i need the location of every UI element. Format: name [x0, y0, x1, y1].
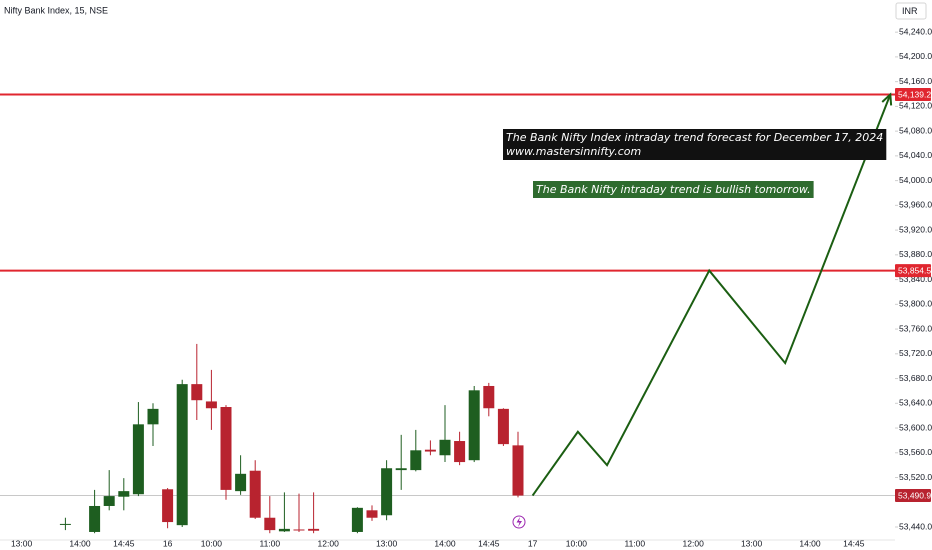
projection-arrowhead	[881, 92, 893, 106]
price-tag	[895, 88, 931, 102]
x-tick-label: 14:45	[113, 538, 135, 548]
y-tick-label: 53,800.00	[899, 299, 932, 309]
candle-body	[381, 468, 393, 516]
candle-body	[293, 529, 305, 531]
projection-line	[531, 94, 892, 497]
candle-body	[395, 468, 407, 471]
x-tick-label: 12:00	[683, 538, 705, 548]
x-tick-label: 14:45	[843, 538, 865, 548]
currency[interactable]: INR	[902, 6, 918, 16]
y-tick-label: 53,840.00	[899, 274, 932, 284]
y-tick-label: 53,920.00	[899, 224, 932, 234]
y-tick-label: 54,240.00	[899, 26, 932, 36]
currency-box[interactable]	[895, 2, 927, 20]
price-tag	[895, 264, 931, 278]
x-tick-label: 13:00	[376, 538, 398, 548]
x-tick-label: 12:00	[318, 538, 340, 548]
candle-body	[220, 407, 232, 490]
annotation-text: The Bank Nifty intraday trend is bullish…	[536, 183, 811, 196]
candle-body	[103, 496, 115, 506]
candle-body	[132, 424, 144, 495]
y-tick-label: 54,120.00	[899, 101, 932, 111]
y-tick-label: 53,720.00	[899, 348, 932, 358]
candle-body	[512, 445, 524, 496]
y-tick-label: 54,160.00	[899, 76, 932, 86]
annotation-text: The Bank Nifty Index intraday trend fore…	[506, 131, 883, 144]
event-icon-bolt	[516, 517, 522, 527]
x-tick-label: 10:00	[201, 538, 223, 548]
x-tick-label: 13:00	[11, 538, 33, 548]
x-tick-label: 11:00	[624, 538, 645, 548]
candle-body	[205, 401, 217, 409]
annotation-box	[503, 129, 887, 160]
price-tag-label: 53,490.90	[898, 490, 932, 500]
candle-body	[366, 510, 378, 518]
y-tick-label: 53,960.00	[899, 200, 932, 210]
x-tick-label: 14:00	[799, 538, 821, 548]
y-tick-label: 53,760.00	[899, 323, 932, 333]
candle-body	[439, 439, 451, 456]
x-tick-label: 14:00	[69, 538, 91, 548]
price-tag-label: 53,854.55	[898, 265, 932, 275]
y-tick-label: 53,520.00	[899, 472, 932, 482]
candle-body	[424, 449, 436, 452]
x-tick-label: 16	[163, 538, 173, 548]
annotation-text: www.mastersinnifty.com	[506, 145, 641, 158]
annotation: The Bank Nifty Index intraday trend fore…	[503, 129, 887, 160]
chart-title: Nifty Bank Index, 15, NSE	[4, 5, 108, 15]
candle-body	[351, 507, 363, 532]
candle-body	[308, 528, 320, 531]
candle-body	[497, 408, 509, 445]
candle-body	[59, 523, 71, 525]
x-tick-label: 14:45	[478, 538, 500, 548]
y-tick-label: 54,000.00	[899, 175, 932, 185]
candle-body	[147, 408, 159, 425]
candle-body	[191, 384, 203, 401]
candle-body	[483, 385, 495, 409]
y-tick-label: 53,680.00	[899, 373, 932, 383]
x-tick-label: 13:00	[741, 538, 763, 548]
x-tick-label: 10:00	[566, 538, 588, 548]
y-tick-label: 53,600.00	[899, 422, 932, 432]
candle-body	[89, 505, 101, 532]
candle-body	[410, 450, 422, 471]
y-tick-label: 53,440.00	[899, 521, 932, 531]
candle-body	[468, 390, 480, 461]
candle-body	[118, 491, 130, 497]
price-tag	[895, 489, 931, 503]
y-tick-label: 54,200.00	[899, 51, 932, 61]
y-tick-label: 54,080.00	[899, 125, 932, 135]
x-tick-label: 11:00	[259, 538, 280, 548]
annotation-box	[533, 181, 814, 198]
annotation: The Bank Nifty intraday trend is bullish…	[533, 181, 814, 198]
candle-body	[162, 489, 174, 523]
price-tag-label: 54,139.20	[898, 89, 932, 99]
y-tick-label: 53,880.00	[899, 249, 932, 259]
candle-body	[249, 470, 261, 518]
y-tick-label: 53,560.00	[899, 447, 932, 457]
candle-body	[264, 517, 276, 531]
x-tick-label: 17	[528, 538, 538, 548]
y-tick-label: 53,640.00	[899, 398, 932, 408]
candle-body	[454, 441, 466, 463]
candle-body	[176, 384, 188, 526]
y-tick-label: 54,040.00	[899, 150, 932, 160]
candle-body	[235, 473, 247, 492]
x-tick-label: 14:00	[434, 538, 456, 548]
candle-body	[278, 528, 290, 532]
